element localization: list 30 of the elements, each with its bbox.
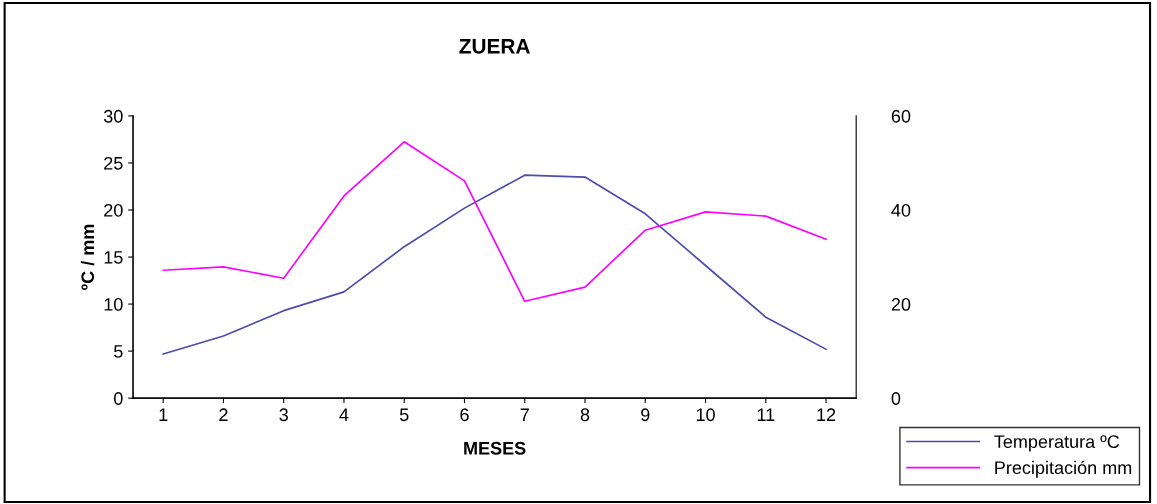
x-tick-label: 10 [696, 408, 715, 422]
y2-tick-label: 20 [891, 298, 911, 311]
line-series [162, 174, 827, 355]
x-tick-label: 6 [460, 408, 469, 422]
y2-tick-label: 0 [891, 392, 901, 405]
y-tick-label: 5 [114, 345, 123, 358]
y2-tick-label: 60 [891, 109, 911, 123]
x-axis-title: MESES [464, 441, 526, 455]
y-tick-label: 0 [114, 392, 123, 405]
legend-label: Temperatura ºC [994, 435, 1120, 452]
x-tick-label: 11 [757, 408, 775, 421]
x-tick-label: 2 [219, 408, 228, 421]
y-tick-label: 10 [104, 298, 123, 311]
y-axis-title: ºC / mm [80, 224, 95, 291]
x-tick-label: 5 [399, 408, 409, 422]
y-tick-label: 20 [104, 203, 123, 217]
x-tick-label: 4 [339, 408, 349, 421]
chart-title: ZUERA [459, 39, 530, 54]
y2-tick-label: 40 [891, 203, 911, 217]
line-series [162, 140, 827, 303]
x-tick-label: 8 [580, 408, 590, 422]
x-tick-label: 12 [817, 408, 836, 421]
y-tick-label: 25 [104, 156, 123, 170]
x-tick-label: 3 [279, 408, 288, 422]
x-tick-label: 1 [159, 408, 168, 421]
y-tick-label: 15 [104, 251, 123, 264]
legend-label: Precipitación mm [995, 460, 1132, 478]
y-tick-label: 30 [103, 109, 123, 123]
x-tick-label: 9 [641, 408, 650, 422]
x-tick-label: 7 [520, 408, 529, 421]
